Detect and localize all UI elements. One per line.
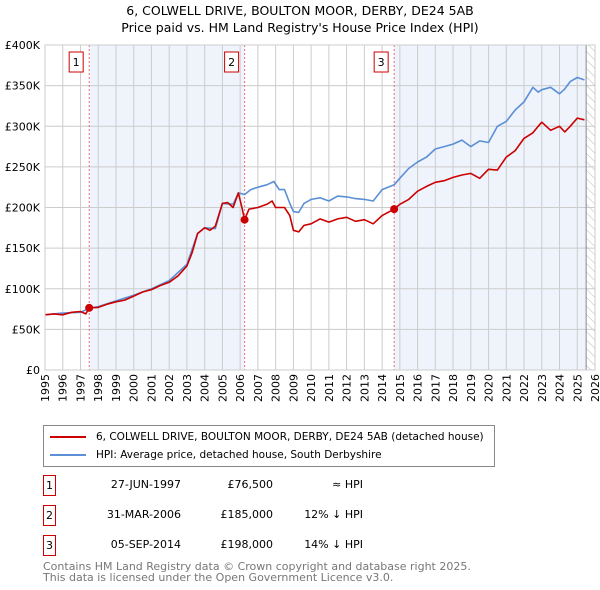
x-tick-label: 1996 [57, 374, 70, 402]
x-tick-label: 2014 [376, 374, 389, 402]
sale-label-border [373, 51, 389, 73]
sale-row: 1 27-JUN-1997 £76,500 ≈ HPI [43, 475, 493, 496]
attribution: Contains HM Land Registry data © Crown c… [43, 561, 471, 583]
legend-label-property: 6, COLWELL DRIVE, BOULTON MOOR, DERBY, D… [96, 431, 484, 443]
x-tick-label: 2026 [589, 374, 600, 402]
y-tick-label: £400K [5, 39, 41, 52]
x-tick-label: 2006 [234, 374, 247, 402]
x-tick-label: 1998 [92, 374, 105, 402]
x-tick-label: 2025 [571, 374, 584, 402]
y-tick-label: £250K [5, 161, 41, 174]
y-tick-label: £100K [5, 283, 41, 296]
legend-swatch-red [50, 436, 86, 438]
y-tick-label: £300K [5, 120, 41, 133]
x-tick-label: 2002 [163, 374, 176, 402]
sale-point [240, 215, 249, 224]
sale-number: 1 [43, 475, 56, 496]
price-chart: 1995 1996 1997 1998 1999 2000 2001 2002 2003 2004… [5, 39, 600, 402]
legend-item-property: 6, COLWELL DRIVE, BOULTON MOOR, DERBY, D… [50, 429, 484, 445]
legend-item-hpi: HPI: Average price, detached house, Sout… [50, 447, 382, 463]
chart-title-main: 6, COLWELL DRIVE, BOULTON MOOR, DERBY, D… [126, 3, 474, 18]
sale-date: 31-MAR-2006 [106, 508, 181, 521]
chart-subtitle: Price paid vs. HM Land Registry's House … [121, 20, 479, 35]
plot-border [44, 44, 596, 371]
x-tick-label: 2011 [323, 374, 336, 402]
sale-label-number: 2 [228, 56, 235, 69]
sale-point [85, 303, 94, 312]
x-tick-label: 2001 [145, 374, 158, 402]
x-tick-label: 2023 [536, 374, 549, 402]
x-tick-label: 2018 [447, 374, 460, 402]
sale-label-box: 1 [68, 51, 84, 73]
sale-date: 27-JUN-1997 [110, 478, 181, 491]
sale-price: £198,000 [220, 538, 274, 551]
x-tick-label: 2017 [429, 374, 442, 402]
legend-label-hpi: HPI: Average price, detached house, Sout… [96, 449, 382, 461]
y-tick-label: £50K [12, 323, 41, 336]
sale-label-border [68, 51, 84, 73]
x-tick-label: 2003 [181, 374, 194, 402]
y-tick-label: £200K [5, 202, 41, 215]
attribution-line-2: This data is licensed under the Open Gov… [43, 571, 394, 584]
x-tick-label: 2013 [358, 374, 371, 402]
sale-price: £185,000 [220, 508, 274, 521]
sale-row: 3 05-SEP-2014 £198,000 14% ↓ HPI [43, 535, 493, 556]
x-tick-label: 2012 [341, 374, 354, 402]
legend-swatch-blue [50, 454, 86, 456]
sale-label-number: 3 [378, 56, 385, 69]
x-tick-label: 2019 [465, 374, 478, 402]
sale-date: 05-SEP-2014 [110, 538, 181, 551]
y-tick-label: £350K [5, 80, 41, 93]
sale-hpi-relation: ≈ HPI [332, 478, 363, 491]
sale-hpi-relation: 12% ↓ HPI [304, 508, 363, 521]
sale-label-box: 2 [224, 51, 240, 73]
sale-label-number: 1 [73, 56, 80, 69]
x-tick-label: 2022 [518, 374, 531, 402]
y-tick-label: £0 [26, 364, 40, 377]
x-tick-label: 1997 [74, 374, 87, 402]
legend: 6, COLWELL DRIVE, BOULTON MOOR, DERBY, D… [43, 425, 495, 467]
x-tick-label: 1995 [39, 374, 52, 402]
x-tick-label: 2007 [252, 374, 265, 402]
x-tick-label: 2000 [128, 374, 141, 402]
y-tick-label: £150K [5, 242, 41, 255]
sale-hpi-relation: 14% ↓ HPI [304, 538, 363, 551]
attribution-line-1: Contains HM Land Registry data © Crown c… [43, 560, 471, 573]
x-tick-label: 2010 [305, 374, 318, 402]
x-tick-label: 2015 [394, 374, 407, 402]
sale-label-border [224, 51, 240, 73]
x-tick-label: 2020 [483, 374, 496, 402]
sale-price: £76,500 [227, 478, 274, 491]
property-price-line [44, 117, 585, 316]
x-tick-label: 2024 [554, 374, 567, 402]
x-tick-label: 2016 [412, 374, 425, 402]
sale-row: 2 31-MAR-2006 £185,000 12% ↓ HPI [43, 505, 493, 526]
sale-number: 3 [43, 535, 56, 556]
chart-title: 6, COLWELL DRIVE, BOULTON MOOR, DERBY, D… [0, 2, 600, 36]
sale-label-box: 3 [373, 51, 389, 73]
sale-number: 2 [43, 505, 56, 526]
x-tick-label: 2004 [199, 374, 212, 402]
x-tick-label: 2009 [287, 374, 300, 402]
sale-point [390, 205, 399, 214]
x-tick-label: 2005 [216, 374, 229, 402]
x-tick-label: 2008 [270, 374, 283, 402]
x-tick-label: 2021 [500, 374, 513, 402]
x-tick-label: 1999 [110, 374, 123, 402]
